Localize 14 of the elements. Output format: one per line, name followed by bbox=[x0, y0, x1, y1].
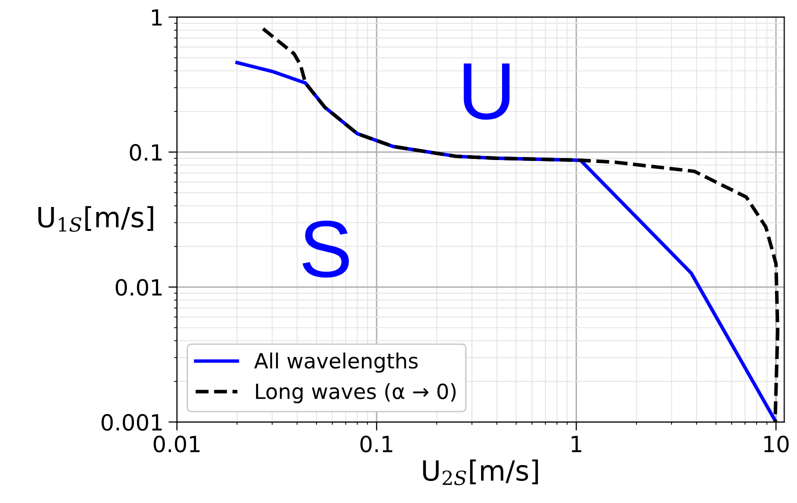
x-axis-title: U$_{2S}$[m/s] bbox=[423, 459, 538, 486]
x-tick-label: 0.01 bbox=[154, 436, 200, 452]
y-tick-label: 0.001 bbox=[102, 414, 162, 431]
y-axis-title: U$_{1S}$[m/s] bbox=[38, 206, 154, 232]
x-tick-label: 10 bbox=[764, 436, 789, 452]
legend-label: Long waves (α → 0) bbox=[256, 383, 456, 404]
legend-label: All wavelengths bbox=[254, 352, 418, 373]
x-tick-label: 0.1 bbox=[360, 436, 392, 452]
annotation: S bbox=[302, 220, 349, 278]
y-tick-label: 0.01 bbox=[116, 278, 162, 296]
x-tick-label: 1 bbox=[572, 436, 582, 452]
annotation: U bbox=[464, 63, 510, 120]
y-tick-label: 0.1 bbox=[130, 144, 162, 161]
y-tick-label: 1 bbox=[152, 9, 162, 26]
